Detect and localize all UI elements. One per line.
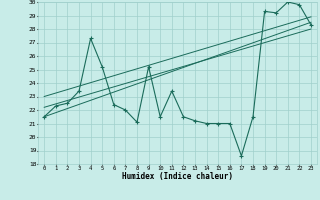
- X-axis label: Humidex (Indice chaleur): Humidex (Indice chaleur): [122, 172, 233, 181]
